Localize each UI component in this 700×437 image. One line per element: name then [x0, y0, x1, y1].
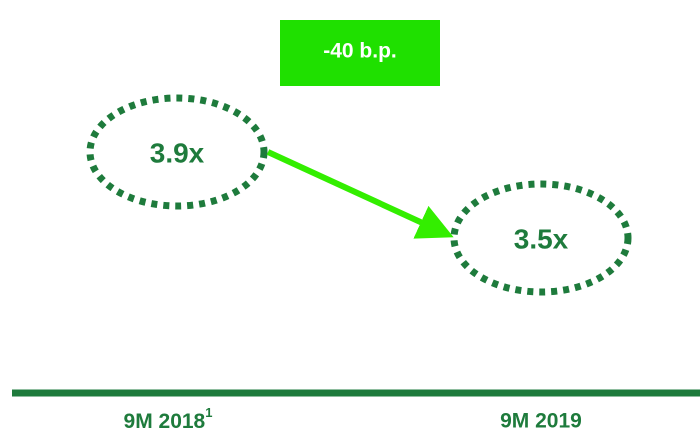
value-label: 3.5x: [514, 223, 569, 254]
value-ellipse: [450, 180, 632, 296]
period-label: 9M 2019: [500, 410, 582, 433]
arrow: [266, 149, 454, 239]
value-label: 3.9x: [150, 137, 205, 168]
footnote-mark: 1: [205, 405, 212, 420]
badge-box: [280, 20, 440, 86]
period-label: 9M 20181: [124, 405, 213, 432]
period-text: 9M 2018: [124, 410, 206, 433]
badge-text: -40 b.p.: [323, 40, 397, 63]
value-ellipse: [86, 94, 268, 210]
